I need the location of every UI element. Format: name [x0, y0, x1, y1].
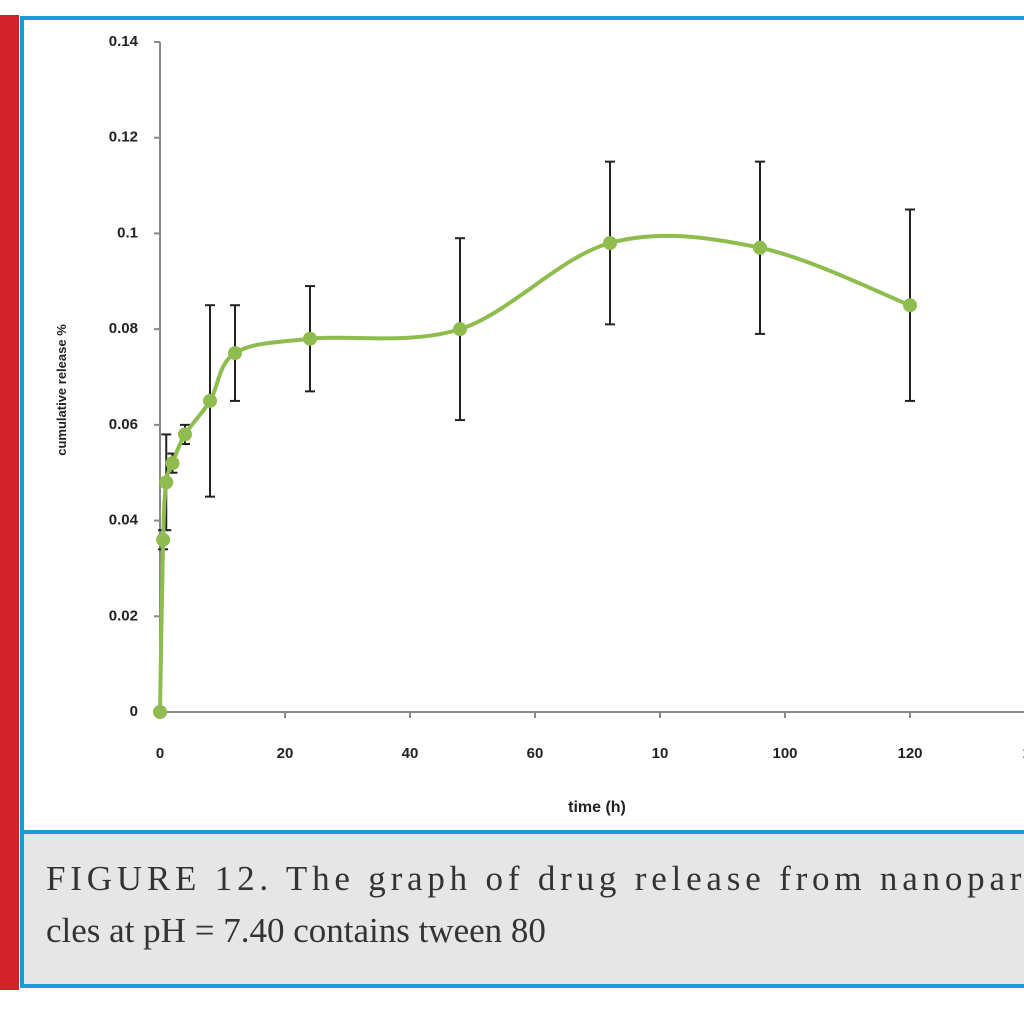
y-tick-label: 0.1: [117, 224, 138, 241]
x-axis-label: time (h): [568, 799, 626, 816]
data-point: [178, 427, 192, 442]
x-tick-label: 0: [156, 745, 164, 762]
y-tick-label: 0.02: [109, 607, 138, 624]
data-point: [228, 346, 242, 361]
y-tick-label: 0.04: [109, 512, 139, 529]
caption-line: cles at pH = 7.40 contains tween 80: [46, 911, 546, 950]
data-point: [203, 393, 217, 408]
caption-box: [24, 833, 1024, 984]
x-tick-label: 10: [652, 745, 669, 762]
frame: [20, 16, 1024, 988]
data-point: [153, 705, 167, 719]
data-point: [453, 322, 467, 337]
x-tick-label: 140: [1022, 745, 1024, 762]
x-tick-label: 20: [277, 745, 294, 762]
y-tick-label: 0.12: [109, 129, 138, 146]
data-point: [303, 331, 317, 346]
y-tick-label: 0.08: [109, 320, 138, 337]
data-point: [156, 532, 171, 547]
data-point: [165, 456, 180, 471]
data-point: [903, 298, 917, 313]
data-point: [753, 240, 767, 255]
x-tick-label: 120: [897, 745, 922, 762]
x-tick-label: 100: [772, 745, 797, 762]
series-line: [158, 233, 911, 713]
y-tick-label: 0.14: [109, 33, 139, 50]
data-point: [603, 236, 617, 250]
red-bar: [0, 15, 19, 990]
y-tick-label: 0.06: [109, 416, 138, 433]
x-tick-label: 40: [402, 745, 419, 762]
x-tick-label: 60: [527, 745, 544, 762]
y-tick-label: 0: [130, 703, 138, 720]
y-axis-label: cumulative release %: [54, 324, 69, 456]
data-point: [159, 475, 174, 490]
